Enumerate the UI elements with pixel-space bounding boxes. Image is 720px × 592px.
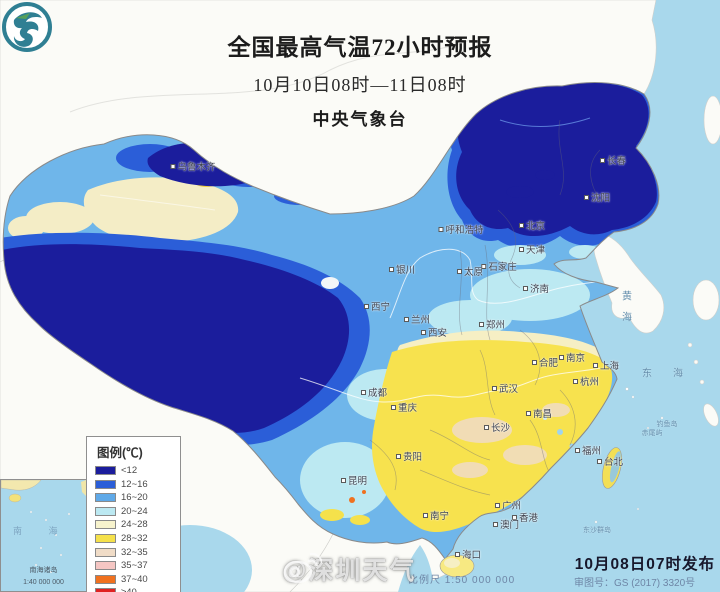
legend-title: 图例(℃) [97, 446, 143, 460]
legend-item: 16~20 [95, 492, 175, 503]
legend-swatch [95, 493, 116, 503]
legend-label: 32~35 [121, 546, 148, 558]
legend-item: <12 [95, 465, 175, 476]
legend-item: 20~24 [95, 506, 175, 517]
approval-number: 审图号：GS (2017) 3320号 [574, 578, 696, 589]
province-borders [369, 119, 601, 496]
legend-swatch [95, 588, 116, 592]
temperature-legend: 图例(℃) <12 12~16 16~20 20~24 24~28 28~32 32~35 3… [86, 436, 181, 592]
map-title-block: 全国最高气温72小时预报 10月10日08时—11日08时 中央气象台 [170, 28, 550, 130]
taiwan-island [602, 447, 622, 489]
small-islands [594, 387, 664, 524]
hainan-island [439, 554, 475, 578]
legend-item: ≥40 [95, 587, 175, 592]
legend-items: <12 12~16 16~20 20~24 24~28 28~32 32~35 35~37 37… [95, 465, 175, 592]
legend-swatch [95, 574, 116, 584]
watermark: @深圳天气 [282, 551, 416, 587]
china-border [2, 82, 660, 560]
legend-label: 20~24 [121, 505, 148, 517]
inset-map [1, 480, 86, 591]
legend-label: 35~37 [121, 560, 148, 572]
issuing-agency: 中央气象台 [312, 110, 408, 129]
legend-item: 35~37 [95, 560, 175, 571]
legend-label: 12~16 [121, 478, 148, 490]
south-china-sea-inset: 南 海 南海诸岛 1:40 000 000 [0, 479, 87, 592]
forecast-period: 10月10日08时—11日08时 [253, 75, 467, 95]
meteorological-logo-icon [2, 2, 52, 52]
legend-swatch [95, 547, 116, 557]
legend-label: ≥40 [121, 587, 137, 592]
legend-item: 12~16 [95, 479, 175, 490]
inset-caption: 南海诸岛 [29, 567, 58, 574]
legend-item: 28~32 [95, 533, 175, 544]
weibo-icon [283, 552, 322, 584]
lake [321, 277, 339, 289]
map-scale-text: 比例尺 1:50 000 000 [408, 575, 516, 586]
legend-swatch [95, 561, 116, 571]
legend-item: 32~35 [95, 547, 175, 558]
legend-swatch [95, 533, 116, 543]
legend-item: 37~40 [95, 574, 175, 585]
legend-label: 24~28 [121, 519, 148, 531]
legend-swatch [95, 520, 116, 530]
rivers [99, 117, 601, 403]
legend-swatch [95, 479, 116, 489]
legend-swatch [95, 506, 116, 516]
foreign-border-line [69, 39, 471, 113]
legend-label: 28~32 [121, 532, 148, 544]
issue-time: 10月08日07时发布 [574, 556, 715, 573]
legend-label: <12 [121, 465, 138, 476]
legend-label: 16~20 [121, 492, 148, 504]
inset-sea-label: 南 海 [13, 526, 70, 536]
legend-item: 24~28 [95, 519, 175, 530]
map-title: 全国最高气温72小时预报 [227, 35, 493, 60]
legend-swatch [95, 466, 116, 475]
inset-scale: 1:40 000 000 [23, 579, 64, 586]
legend-label: 37~40 [121, 573, 148, 585]
